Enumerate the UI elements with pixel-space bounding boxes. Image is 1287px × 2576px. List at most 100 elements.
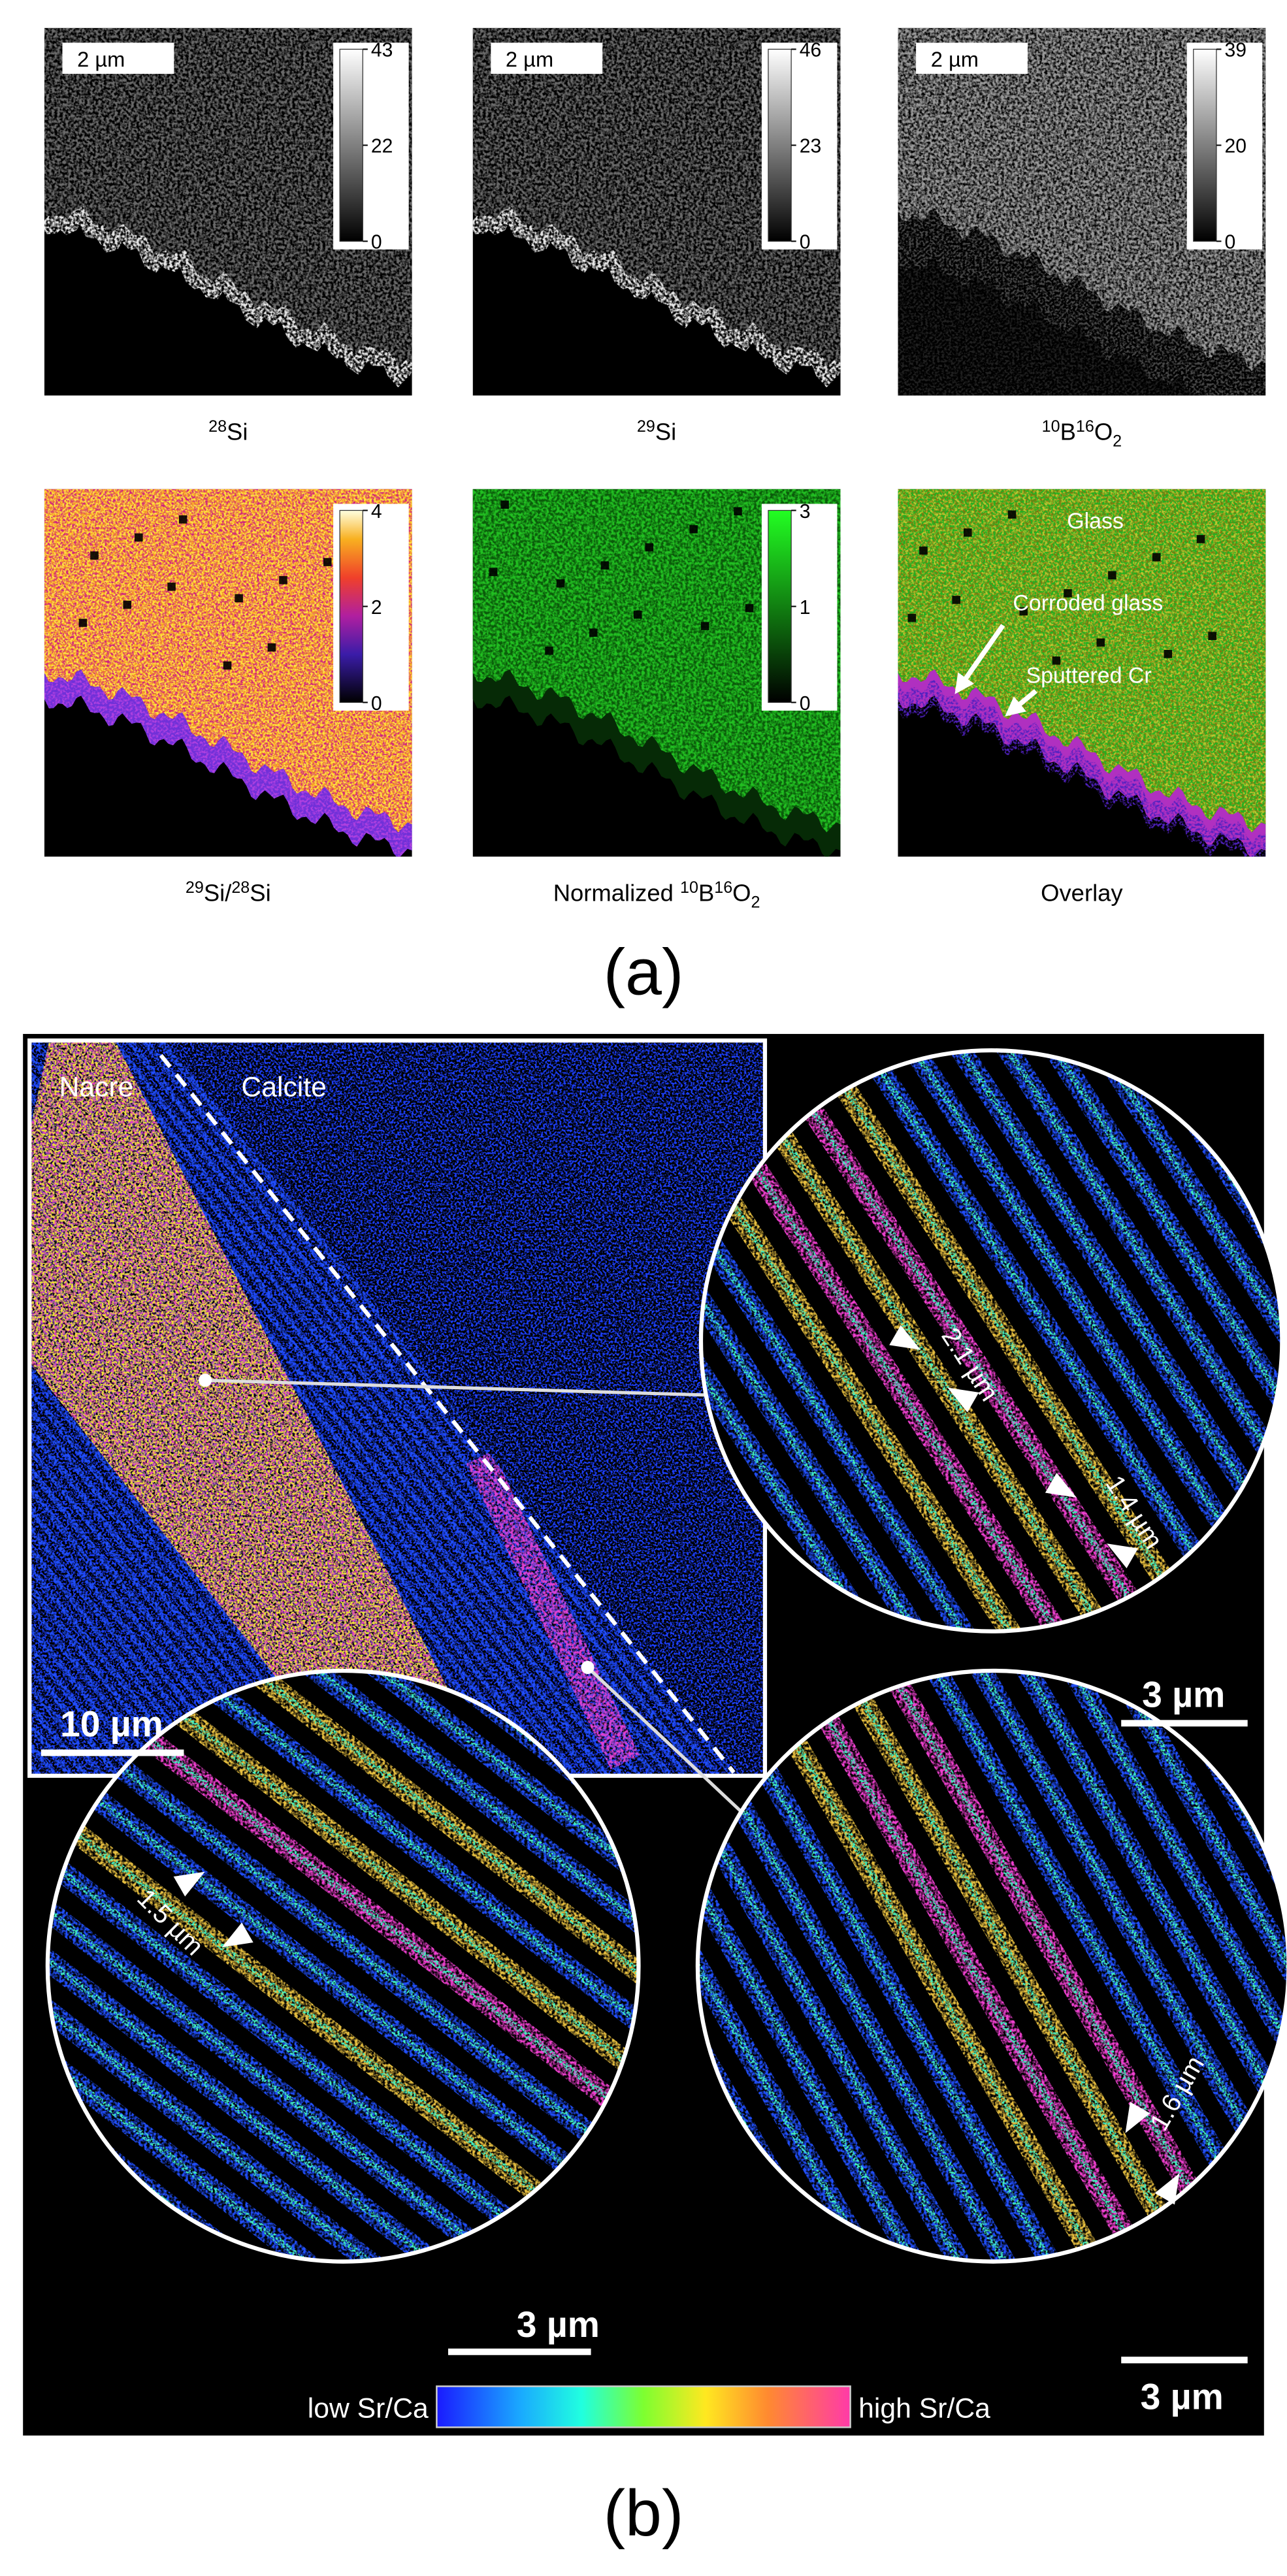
lamella: [62, 1040, 739, 1776]
lamella: [1008, 1050, 1282, 1472]
dead-pixel: [500, 500, 509, 509]
caption-part: Si: [655, 418, 676, 445]
scale-bar-label: 10 µm: [60, 1703, 163, 1744]
caption-part: 28: [208, 417, 227, 436]
colorbar: [339, 509, 363, 703]
lamella: [47, 1921, 469, 2262]
lamella: [894, 1679, 1196, 2195]
dead-pixel: [600, 561, 610, 570]
lamella: [169, 1704, 639, 2073]
dead-pixel: [919, 546, 928, 555]
lamella: [697, 1816, 956, 2262]
colorbar-tick-label: 22: [371, 136, 393, 157]
caption-part: Si: [250, 879, 270, 906]
lamella: [29, 1271, 380, 1776]
scale-bar-label: 2 µm: [506, 47, 553, 71]
colorbar-tick-label: 46: [800, 40, 822, 61]
lamella: [700, 1195, 1000, 1632]
lamella: [265, 1670, 639, 1949]
connector: [205, 1378, 706, 1397]
annotation: Corroded glass: [1013, 591, 1163, 616]
dead-pixel: [1196, 535, 1205, 543]
dead-pixel: [90, 551, 99, 560]
connector-dot: [581, 1660, 595, 1674]
dead-pixel: [123, 600, 132, 609]
dead-pixel: [167, 583, 176, 591]
scale-bar-label: 2 µm: [77, 47, 125, 71]
dead-pixel: [323, 558, 332, 566]
image-caption: Normalized 10B16O2: [553, 878, 760, 912]
arrowhead: [947, 1387, 979, 1413]
colorbar-tick-label: 1: [800, 597, 811, 619]
cr-band: [898, 679, 1266, 857]
lamella: [710, 1173, 1033, 1632]
caption-part: 29: [186, 878, 204, 897]
glass-region: [472, 27, 841, 372]
lamella: [825, 1718, 1127, 2234]
lamella: [859, 1698, 1161, 2214]
colorbar-low-label: low Sr/Ca: [308, 2392, 429, 2424]
image-caption: 29Si: [637, 417, 676, 445]
lamella: [29, 1210, 457, 1776]
dead-pixel: [633, 610, 642, 619]
tile-image: [898, 27, 1266, 396]
lamella: [1041, 1050, 1282, 1450]
lamella: [1064, 1670, 1287, 2096]
lamella: [47, 1859, 517, 2229]
dead-pixel: [907, 613, 917, 622]
lamella: [47, 1890, 493, 2260]
lamella: [53, 1040, 736, 1776]
lamella: [120, 1766, 591, 2135]
annotation-arrow: [954, 624, 1005, 694]
image-tile: 2 µm 43 22 0: [44, 27, 412, 396]
lamella: [843, 1087, 1165, 1579]
dead-pixel: [545, 647, 553, 655]
dead-pixel: [1208, 632, 1216, 640]
lamella: [47, 1983, 421, 2262]
dead-pixel: [1164, 650, 1173, 658]
lamella: [996, 1670, 1287, 2135]
lamella: [82, 1040, 739, 1776]
dead-pixel: [700, 622, 709, 630]
lamella: [941, 1050, 1264, 1514]
dead-pixel: [1007, 510, 1017, 519]
annotation: Glass: [1067, 509, 1124, 534]
dead-pixel: [1052, 656, 1061, 665]
caption-part: 28: [231, 878, 250, 897]
image-tile: 4 2 0: [44, 489, 412, 857]
scale-bar-label: 2 µm: [931, 47, 979, 71]
dead-pixel: [1019, 607, 1028, 616]
colorbar-tick-label: 43: [371, 40, 393, 61]
image-tile: Glass Corroded glass Sputtered Cr: [898, 489, 1266, 857]
edge-signal: [44, 206, 412, 388]
lamella: [29, 1225, 438, 1776]
arrowhead: [889, 1325, 921, 1350]
dead-pixel: [1096, 638, 1105, 647]
lamella: [697, 1797, 990, 2262]
dead-pixel: [1108, 571, 1116, 579]
arrowhead: [1125, 2102, 1150, 2134]
glass-speckle: [898, 489, 1266, 833]
caption-part: Si/: [204, 879, 232, 906]
colorbar: [339, 48, 363, 242]
lamella: [743, 1151, 1066, 1632]
inset-label: Calcite: [241, 1072, 327, 1103]
lamella: [29, 1148, 534, 1776]
lamella: [29, 1156, 524, 1776]
dead-pixel: [1064, 589, 1072, 598]
inset-map: [29, 1040, 765, 1776]
scale-bar-box: [916, 42, 1028, 74]
lamella: [791, 1738, 1093, 2253]
colorbar-tick-label: 0: [371, 232, 382, 253]
scale-bar-box: [62, 42, 174, 74]
shadow-region: [898, 257, 1222, 396]
dead-pixel: [223, 661, 232, 670]
high-sr-band: [466, 1451, 640, 1769]
panel-label: (b): [604, 2477, 684, 2550]
dead-pixel: [135, 533, 143, 542]
caption-part: 2: [751, 894, 760, 912]
circle-border: [695, 1668, 1287, 2264]
caption-part: B: [698, 879, 714, 906]
